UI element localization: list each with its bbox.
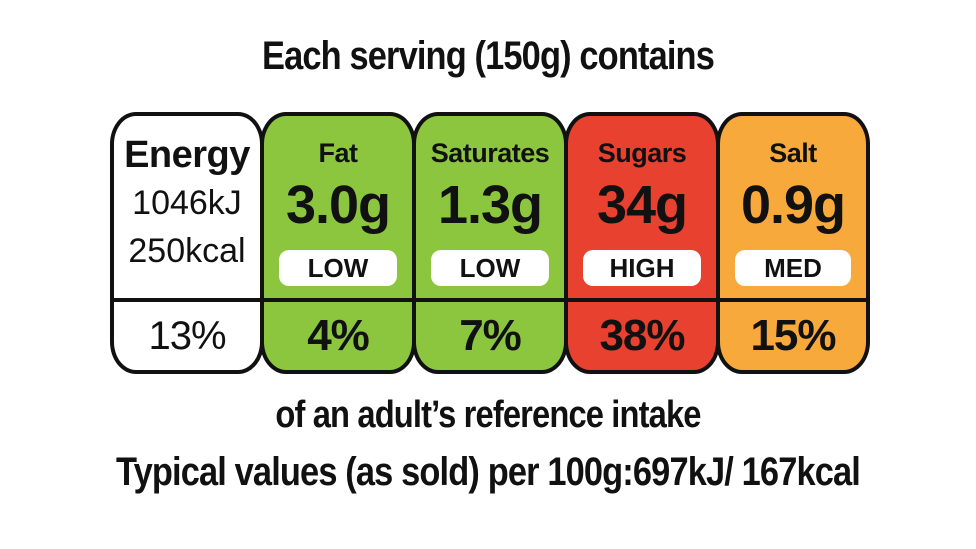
fat-cell: Fat 3.0g LOW 4% <box>260 112 416 374</box>
fat-amount: 3.0g <box>285 175 391 235</box>
energy-name: Energy <box>124 134 250 176</box>
saturates-amount: 1.3g <box>437 175 543 235</box>
salt-cell: Salt 0.9g MED 15% <box>716 112 870 374</box>
fat-percent: 4% <box>307 311 370 360</box>
fat-name: Fat <box>318 138 359 168</box>
energy-lower: 13% <box>114 302 260 370</box>
sugars-percent: 38% <box>599 311 685 360</box>
energy-kj: 1046kJ <box>132 184 242 222</box>
nutrition-label: Energy 1046kJ 250kcal 13% Fat 3.0g LOW 4… <box>110 112 870 374</box>
saturates-name: Saturates <box>430 138 550 168</box>
sugars-amount: 34g <box>596 175 688 235</box>
salt-amount: 0.9g <box>740 175 846 235</box>
sugars-level-badge: HIGH <box>583 250 701 286</box>
saturates-cell: Saturates 1.3g LOW 7% <box>412 112 568 374</box>
saturates-percent: 7% <box>459 311 522 360</box>
energy-cell: Energy 1046kJ 250kcal 13% <box>110 112 264 374</box>
reference-intake-note: of an adult’s reference intake <box>275 394 701 436</box>
energy-percent: 13% <box>148 313 226 358</box>
energy-kcal: 250kcal <box>128 232 246 270</box>
energy-upper: Energy 1046kJ 250kcal <box>114 116 260 302</box>
salt-percent: 15% <box>750 311 836 360</box>
fat-level-badge: LOW <box>279 250 397 286</box>
typical-values-note: Typical values (as sold) per 100g:697kJ/… <box>115 450 861 494</box>
saturates-level-badge: LOW <box>431 250 549 286</box>
salt-level-badge: MED <box>735 250 851 286</box>
sugars-cell: Sugars 34g HIGH 38% <box>564 112 720 374</box>
serving-heading: Each serving (150g) contains <box>262 34 715 78</box>
sugars-name: Sugars <box>597 138 687 168</box>
salt-name: Salt <box>769 138 817 168</box>
